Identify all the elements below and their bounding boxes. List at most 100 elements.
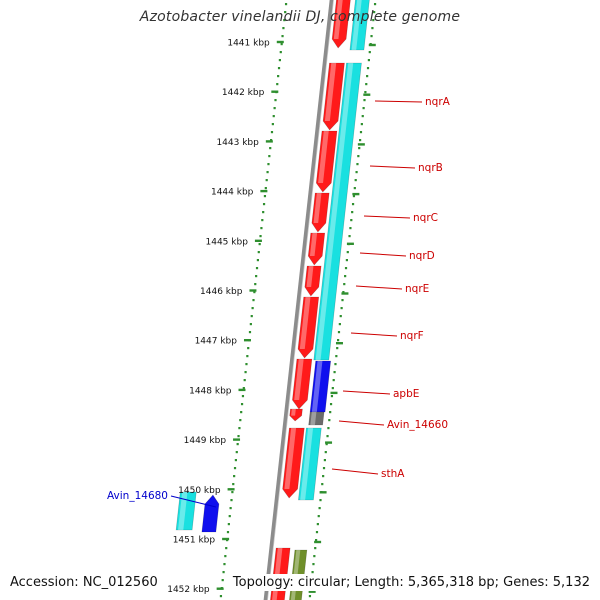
gene-label-nqrF: nqrF bbox=[400, 330, 424, 342]
scale-dot-left bbox=[239, 419, 242, 422]
scale-dot-left bbox=[271, 123, 274, 126]
scale-dot-left bbox=[282, 27, 285, 30]
label-connector-nqrF bbox=[350, 332, 398, 337]
scale-dot-left bbox=[233, 467, 237, 470]
gene-labels: nqrA nqrB nqrC nqrD nqrE nqrF apbE Avin_14660st… bbox=[107, 96, 451, 502]
scale-dot-right bbox=[324, 451, 327, 454]
gene-arrow-nqrD-highlight bbox=[309, 233, 318, 256]
scale-dot-right bbox=[362, 107, 365, 110]
gene-arrow-apbE-highlight bbox=[294, 359, 304, 400]
scale-label: 1445 kbp bbox=[206, 237, 249, 247]
scale-dot-left bbox=[260, 227, 263, 230]
scale-dot-left bbox=[279, 51, 282, 54]
scale-dot-left bbox=[225, 547, 228, 550]
scale-dot-right bbox=[372, 19, 375, 22]
scale-dot-right bbox=[323, 459, 326, 462]
scale-label: 1448 kbp bbox=[189, 386, 232, 396]
scale-dot-left bbox=[276, 83, 279, 86]
cds-bar-Avin_14680-highlight bbox=[178, 492, 188, 530]
scale-dot-left bbox=[255, 275, 258, 278]
cds-bar-sthA bbox=[298, 427, 322, 501]
cds-bar-nqr-operon-highlight bbox=[315, 63, 354, 360]
gene-label-apbE: apbE bbox=[393, 388, 419, 400]
scale-dot-right bbox=[357, 155, 360, 158]
scale-dot-right bbox=[329, 403, 333, 406]
scale-dot-left bbox=[251, 307, 254, 310]
scale-dot-left bbox=[224, 555, 227, 558]
scale-dot-right bbox=[329, 411, 332, 414]
scale-dot-right bbox=[353, 187, 356, 190]
gene-arrow-nqrF-highlight bbox=[299, 297, 311, 349]
scale-dot-left bbox=[221, 579, 224, 582]
scale-dot-left bbox=[284, 11, 287, 14]
scale-dot-right bbox=[366, 75, 369, 78]
scale-dot-left bbox=[256, 259, 259, 262]
backbone-line bbox=[263, 0, 334, 600]
scale-dot-left bbox=[284, 3, 288, 6]
gene-arrow-nqrF bbox=[297, 296, 320, 359]
scale-dot-left bbox=[253, 291, 256, 294]
scale-dot-right bbox=[315, 539, 318, 542]
scale-dot-right bbox=[363, 99, 366, 102]
scale-dot-right bbox=[343, 283, 346, 286]
topology-text: Topology: circular; Length: 5,365,318 bp… bbox=[230, 574, 592, 591]
scale-dot-left bbox=[255, 267, 259, 270]
scale-label: 1452 kbp bbox=[167, 585, 210, 595]
label-connector-sthA bbox=[331, 468, 379, 475]
gene-arrow-Avin_14660 bbox=[289, 408, 303, 422]
scale-dot-left bbox=[273, 107, 276, 110]
gene-bar-blue-apbE bbox=[309, 360, 332, 413]
scale-dot-right bbox=[371, 27, 374, 30]
gene-arrow-nqrE-highlight bbox=[306, 266, 314, 287]
cds-bar-top bbox=[349, 0, 370, 51]
scale-dot-right bbox=[370, 35, 373, 38]
scale-dot-right bbox=[344, 275, 347, 278]
scale-dot-right bbox=[337, 331, 341, 334]
label-connector-nqrA bbox=[374, 100, 423, 103]
gene-arrow-forward bbox=[331, 0, 351, 49]
scale-dot-left bbox=[232, 483, 235, 486]
scale-dot-left bbox=[223, 563, 226, 566]
scale-dot-left bbox=[270, 139, 273, 142]
scale-dot-left bbox=[246, 355, 249, 358]
scale-dot-right bbox=[366, 67, 370, 70]
scale-dot-left bbox=[235, 451, 238, 454]
scale-labels: 1441 kbp 1442 kbp 1443 kbp 1444 kbp 1445 kbp… bbox=[167, 39, 270, 596]
scale-label: 1451 kbp bbox=[173, 536, 216, 546]
scale-label: 1450 kbp bbox=[178, 486, 221, 496]
scale-dot-right bbox=[360, 123, 363, 126]
scale-dot-right bbox=[330, 395, 334, 398]
gene-arrow-nqrE bbox=[304, 265, 322, 297]
scale-dot-right bbox=[355, 171, 358, 174]
scale-dot-right bbox=[352, 195, 356, 198]
scale-dot-right bbox=[356, 163, 359, 166]
label-connector-Avin_14660 bbox=[338, 420, 385, 426]
genome-backbone bbox=[263, 0, 334, 600]
gene-label-connectors bbox=[170, 100, 423, 508]
gene-arrow-nqrB bbox=[315, 130, 338, 193]
scale-dot-left bbox=[237, 435, 240, 438]
scale-dot-right bbox=[342, 291, 345, 294]
scale-dot-left bbox=[257, 251, 260, 254]
scale-dot-left bbox=[278, 59, 281, 62]
scale-dot-left bbox=[244, 371, 247, 374]
scale-dot-right bbox=[341, 299, 344, 302]
scale-dot-right bbox=[319, 499, 322, 502]
scale-dot-right bbox=[315, 531, 319, 534]
scale-dot-left bbox=[283, 19, 286, 22]
scale-dot-right bbox=[364, 91, 367, 94]
scale-dot-left bbox=[266, 171, 269, 174]
scale-dot-left bbox=[219, 595, 223, 598]
scale-dot-right bbox=[327, 427, 330, 430]
scale-dot-right bbox=[336, 347, 339, 350]
gene-arrow-forward-highlight bbox=[333, 0, 343, 39]
scale-dot-right bbox=[335, 355, 338, 358]
cds-bar-nqr-operon bbox=[313, 62, 362, 361]
scale-dot-right bbox=[358, 147, 361, 150]
scale-dot-left bbox=[240, 403, 244, 406]
gene-arrow-nqrC bbox=[311, 192, 330, 233]
gene-bar-blue-apbE-highlight bbox=[311, 361, 323, 412]
scale-dotted-line-right bbox=[308, 3, 377, 598]
scale-dot-right bbox=[361, 115, 364, 118]
scale-dot-right bbox=[316, 523, 319, 526]
